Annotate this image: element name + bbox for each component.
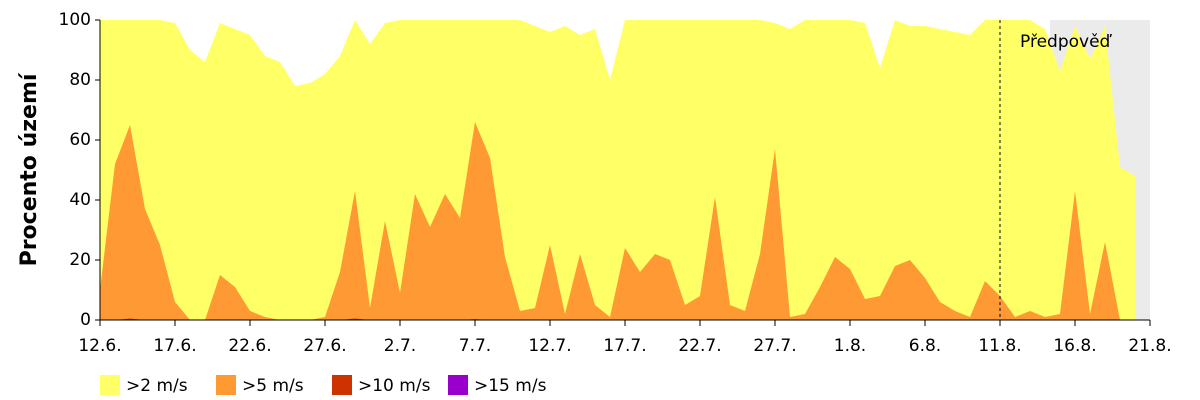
annotation: Předpověď <box>1020 32 1113 52</box>
x-tick-label: 27.6. <box>303 336 346 356</box>
y-tick-label: 20 <box>69 250 91 270</box>
legend-label: >10 m/s <box>358 376 431 396</box>
legend-label: >2 m/s <box>126 376 188 396</box>
y-tick-label: 60 <box>69 130 91 150</box>
x-tick-label: 12.7. <box>528 336 571 356</box>
y-tick-label: 100 <box>59 10 91 30</box>
legend-label: >5 m/s <box>242 376 304 396</box>
y-tick-label: 0 <box>80 310 91 330</box>
x-tick-label: 11.8. <box>978 336 1021 356</box>
y-axis-label: Procento území <box>17 72 42 266</box>
area <box>100 122 1135 320</box>
x-tick-label: 2.7. <box>384 336 416 356</box>
y-tick-label: 80 <box>69 70 91 90</box>
x-tick-label: 17.6. <box>153 336 196 356</box>
x-tick-label: 7.7. <box>459 336 491 356</box>
x-tick-label: 22.6. <box>228 336 271 356</box>
legend-label: >15 m/s <box>474 376 547 396</box>
x-tick-label: 12.6. <box>78 336 121 356</box>
x-tick-label: 1.8. <box>834 336 866 356</box>
area <box>100 20 1135 320</box>
legend-swatch <box>100 375 120 395</box>
y-tick-label: 40 <box>69 190 91 210</box>
legend-swatch <box>216 375 236 395</box>
x-tick-label: 16.8. <box>1053 336 1096 356</box>
x-tick-label: 21.8. <box>1128 336 1171 356</box>
x-tick-label: 27.7. <box>753 336 796 356</box>
legend-swatch <box>332 375 352 395</box>
legend-swatch <box>448 375 468 395</box>
x-tick-label: 22.7. <box>678 336 721 356</box>
x-tick-label: 6.8. <box>909 336 941 356</box>
x-tick-label: 17.7. <box>603 336 646 356</box>
